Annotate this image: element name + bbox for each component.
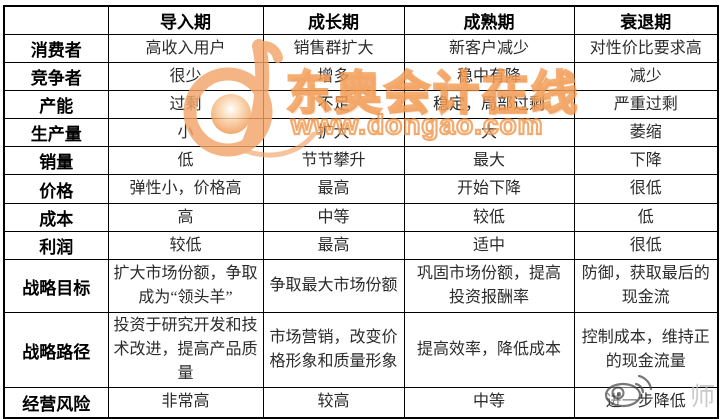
column-header-maturity-stage: 成熟期 <box>403 5 575 35</box>
header-row: 导入期 成长期 成熟期 衰退期 <box>3 5 719 35</box>
table-cell: 稳定，局部过剩 <box>403 90 575 119</box>
table-row-cost: 成本 高 中等 较低 低 <box>3 203 719 232</box>
row-label: 产能 <box>3 90 109 119</box>
table-cell: 最高 <box>262 231 405 260</box>
table-cell: 不足 <box>262 90 405 119</box>
row-label: 战略路径 <box>3 312 109 388</box>
table-cell: 大 <box>403 118 575 147</box>
screenshot-stage: 导入期 成长期 成熟期 衰退期 消费者 高收入用户 销售群扩大 新客户减少 对性… <box>3 5 719 419</box>
table-cell: 弹性小，价格高 <box>107 174 264 204</box>
table-cell: 节节攀升 <box>262 146 405 175</box>
product-lifecycle-table: 导入期 成长期 成熟期 衰退期 消费者 高收入用户 销售群扩大 新客户减少 对性… <box>3 5 719 419</box>
row-label: 价格 <box>3 174 109 204</box>
table-cell: 提高效率，降低成本 <box>403 312 575 388</box>
row-label: 消费者 <box>3 34 109 63</box>
table-row-production-volume: 生产量 小 扩大 大 萎缩 <box>3 118 719 147</box>
table-cell: 很少 <box>107 62 264 91</box>
table-cell: 很低 <box>573 231 719 260</box>
table-cell: 高收入用户 <box>107 34 264 63</box>
table-cell: 萎缩 <box>573 118 719 147</box>
table-cell: 低 <box>573 203 719 232</box>
row-label: 经营风险 <box>3 387 109 418</box>
table-row-strategic-path: 战略路径 投资于研究开发和技术改进，提高产品质量 市场营销，改变价格形象和质量形… <box>3 312 719 388</box>
table-row-profit: 利润 较低 最高 适中 很低 <box>3 231 719 260</box>
table-cell: 非常高 <box>107 387 264 418</box>
table-cell: 进一步降低 <box>573 387 719 418</box>
table-cell: 较低 <box>107 231 264 260</box>
table-row-strategic-goal: 战略目标 扩大市场份额，争取成为“领头羊” 争取最大市场份额 巩固市场份额，提高… <box>3 259 719 313</box>
table-cell: 销售群扩大 <box>262 34 405 63</box>
row-label: 销量 <box>3 146 109 175</box>
table-row-consumers: 消费者 高收入用户 销售群扩大 新客户减少 对性价比要求高 <box>3 34 719 63</box>
table-cell: 市场营销，改变价格形象和质量形象 <box>262 312 405 388</box>
column-header-introduction-stage: 导入期 <box>107 5 264 35</box>
table-cell: 控制成本，维持正的现金流量 <box>573 312 719 388</box>
column-header-blank <box>3 5 109 35</box>
table-cell: 新客户减少 <box>403 34 575 63</box>
table-row-capacity: 产能 过剩 不足 稳定，局部过剩 严重过剩 <box>3 90 719 119</box>
table-row-competitors: 竞争者 很少 增多 稳中有降 减少 <box>3 62 719 91</box>
table-cell: 高 <box>107 203 264 232</box>
table-cell: 对性价比要求高 <box>573 34 719 63</box>
table-cell: 适中 <box>403 231 575 260</box>
table-cell: 扩大 <box>262 118 405 147</box>
table-cell: 很低 <box>573 174 719 204</box>
table-cell: 低 <box>107 146 264 175</box>
column-header-decline-stage: 衰退期 <box>573 5 719 35</box>
table-cell: 较低 <box>403 203 575 232</box>
table-cell: 最高 <box>262 174 405 204</box>
table-cell: 投资于研究开发和技术改进，提高产品质量 <box>107 312 264 388</box>
table-cell: 扩大市场份额，争取成为“领头羊” <box>107 259 264 313</box>
row-label: 战略目标 <box>3 259 109 313</box>
table-cell: 增多 <box>262 62 405 91</box>
table-cell: 防御，获取最后的现金流 <box>573 259 719 313</box>
table-cell: 中等 <box>262 203 405 232</box>
table-cell: 稳中有降 <box>403 62 575 91</box>
table-cell: 巩固市场份额，提高投资报酬率 <box>403 259 575 313</box>
row-label: 竞争者 <box>3 62 109 91</box>
row-label: 成本 <box>3 203 109 232</box>
table-row-sales-volume: 销量 低 节节攀升 最大 下降 <box>3 146 719 175</box>
table-row-price: 价格 弹性小，价格高 最高 开始下降 很低 <box>3 174 719 204</box>
table-cell: 较高 <box>262 387 405 418</box>
table-cell: 下降 <box>573 146 719 175</box>
table-cell: 过剩 <box>107 90 264 119</box>
table-row-business-risk: 经营风险 非常高 较高 中等 进一步降低 <box>3 387 719 418</box>
table-cell: 严重过剩 <box>573 90 719 119</box>
table-cell: 最大 <box>403 146 575 175</box>
table-cell: 开始下降 <box>403 174 575 204</box>
column-header-growth-stage: 成长期 <box>262 5 405 35</box>
table-cell: 小 <box>107 118 264 147</box>
table-cell: 减少 <box>573 62 719 91</box>
table-cell: 中等 <box>403 387 575 418</box>
row-label: 利润 <box>3 231 109 260</box>
table-cell: 争取最大市场份额 <box>262 259 405 313</box>
row-label: 生产量 <box>3 118 109 147</box>
